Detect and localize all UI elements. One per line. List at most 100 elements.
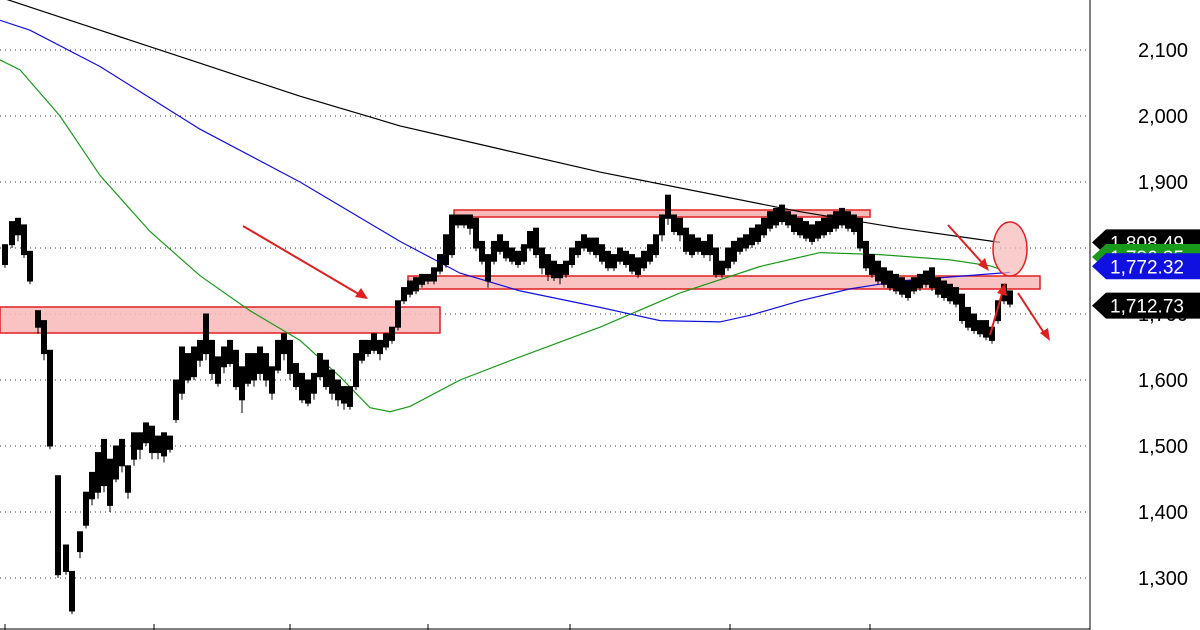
- candle-3: [21, 224, 27, 258]
- candle-37: [233, 349, 239, 390]
- candle-148: [899, 277, 905, 298]
- candle-149: [905, 280, 911, 301]
- candle-124: [755, 224, 761, 245]
- candle-50: [311, 372, 317, 400]
- candle-100: [611, 254, 617, 272]
- candle-88: [539, 247, 545, 275]
- candle-136: [827, 214, 833, 235]
- candle-51: [317, 353, 323, 380]
- arrow-down-right-bottom: [1017, 292, 1050, 341]
- candle-80: [491, 240, 497, 265]
- candle-151: [917, 273, 923, 291]
- candle-64: [395, 300, 401, 331]
- candle-120: [731, 240, 737, 265]
- candle-84: [515, 250, 521, 268]
- candle-140: [851, 214, 857, 235]
- candle-45: [281, 333, 287, 361]
- candle-127: [773, 207, 779, 229]
- candle-117: [713, 247, 719, 278]
- candle-87: [533, 227, 539, 258]
- candle-143: [869, 254, 875, 278]
- candle-111: [677, 217, 683, 242]
- candle-85: [521, 244, 527, 265]
- candle-95: [581, 234, 587, 252]
- candle-107: [653, 234, 659, 258]
- candle-7: [47, 349, 53, 450]
- candle-114: [695, 237, 701, 255]
- candle-19: [125, 465, 131, 499]
- candle-119: [725, 247, 731, 272]
- candle-30: [191, 346, 197, 380]
- candle-63: [389, 326, 395, 344]
- candle-147: [893, 273, 899, 295]
- candle-23: [149, 425, 155, 460]
- candle-94: [575, 240, 581, 258]
- candle-31: [197, 339, 203, 367]
- candle-128: [779, 204, 785, 225]
- candle-48: [299, 372, 305, 404]
- candle-11: [77, 531, 83, 559]
- highlight-circle: [992, 221, 1028, 277]
- candle-1: [9, 221, 15, 248]
- candle-55: [341, 386, 347, 410]
- arrow-down-right-top: [947, 224, 989, 271]
- candle-44: [275, 339, 281, 374]
- candle-54: [335, 379, 341, 407]
- candle-99: [605, 250, 611, 272]
- candle-138: [839, 207, 845, 229]
- moving-averages: [0, 0, 1011, 413]
- candle-70: [431, 267, 437, 285]
- candle-157: [953, 287, 959, 308]
- candle-145: [881, 267, 887, 288]
- candle-101: [617, 247, 623, 265]
- candle-14: [95, 452, 101, 499]
- candle-49: [305, 379, 311, 407]
- candle-118: [719, 260, 725, 278]
- candle-104: [635, 257, 641, 278]
- candle-25: [161, 432, 167, 463]
- candle-166: [1007, 290, 1013, 308]
- candle-121: [737, 237, 743, 255]
- candle-9: [63, 544, 69, 575]
- candle-142: [863, 240, 869, 272]
- arrow-down-right-left: [242, 225, 368, 299]
- candle-67: [413, 277, 419, 295]
- candle-113: [689, 234, 695, 258]
- candle-152: [923, 270, 929, 288]
- candle-77: [473, 217, 479, 252]
- y-tick-label-0: 1,300: [1138, 568, 1188, 590]
- candle-68: [419, 273, 425, 288]
- candle-57: [353, 353, 359, 390]
- candle-146: [887, 270, 893, 291]
- candle-10: [69, 570, 75, 615]
- candle-42: [263, 353, 269, 387]
- candle-129: [785, 211, 791, 229]
- candle-17: [113, 445, 119, 483]
- candle-98: [599, 244, 605, 265]
- candle-89: [545, 254, 551, 281]
- annotations: [242, 221, 1050, 341]
- candle-156: [947, 283, 953, 305]
- price-tag-label-2: 1,772.32: [1110, 257, 1184, 278]
- candle-91: [557, 264, 563, 285]
- price-tags: 1,808.491,786.351,772.321,712.73: [1092, 229, 1200, 319]
- candle-150: [911, 277, 917, 295]
- candle-29: [185, 353, 191, 384]
- moving-average-line-2: [0, 19, 1011, 323]
- candle-161: [977, 320, 983, 338]
- candle-132: [803, 221, 809, 242]
- candle-103: [629, 254, 635, 275]
- candle-69: [425, 273, 431, 285]
- candle-73: [449, 214, 455, 258]
- candle-158: [959, 293, 965, 324]
- candlesticks: [2, 194, 1013, 615]
- candle-131: [797, 217, 803, 239]
- candle-75: [461, 214, 467, 229]
- candle-106: [647, 244, 653, 265]
- candle-36: [227, 339, 233, 367]
- candle-133: [809, 224, 815, 245]
- candle-102: [623, 250, 629, 268]
- candle-53: [329, 369, 335, 400]
- candle-72: [443, 234, 449, 268]
